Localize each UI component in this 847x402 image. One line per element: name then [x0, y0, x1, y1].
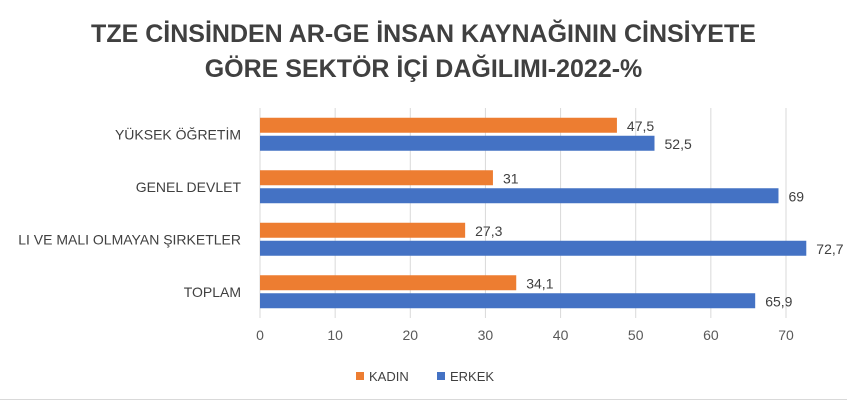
bar-kadin	[260, 222, 466, 238]
x-tick-label: 0	[256, 327, 264, 343]
chart-title-line-1: TZE CİNSİNDEN AR-GE İNSAN KAYNAĞININ CİN…	[91, 20, 756, 48]
chart-title-line-2: GÖRE SEKTÖR İÇİ DAĞILIMI-2022-%	[204, 55, 643, 83]
data-label-kadin: 31	[503, 170, 519, 186]
x-tick-label: 60	[703, 327, 719, 343]
category-label: GENEL DEVLET	[136, 179, 242, 195]
legend-label-erkek: ERKEK	[450, 369, 494, 384]
bar-erkek	[260, 293, 756, 309]
data-label-kadin: 34,1	[526, 275, 553, 291]
data-label-erkek: 65,9	[765, 293, 792, 309]
bar-kadin	[260, 275, 517, 291]
data-label-erkek: 52,5	[665, 136, 692, 152]
chart-border	[0, 399, 847, 400]
legend-swatch-erkek	[437, 372, 445, 380]
data-label-erkek: 69	[788, 188, 804, 204]
bar-erkek	[260, 240, 807, 256]
data-label-erkek: 72,7	[816, 241, 843, 257]
x-tick-label: 70	[778, 327, 794, 343]
bar-erkek	[260, 188, 779, 204]
legend-swatch-kadin	[356, 372, 364, 380]
x-tick-label: 30	[478, 327, 494, 343]
category-label: LI VE MALI OLMAYAN ŞIRKETLER	[18, 231, 241, 247]
x-tick-label: 10	[327, 327, 343, 343]
legend-label-kadin: KADIN	[369, 369, 409, 384]
bar-kadin	[260, 117, 617, 133]
x-tick-label: 20	[402, 327, 418, 343]
data-label-kadin: 47,5	[627, 118, 654, 134]
data-label-kadin: 27,3	[475, 223, 502, 239]
x-tick-label: 50	[628, 327, 644, 343]
x-tick-label: 40	[553, 327, 569, 343]
category-label: YÜKSEK ÖĞRETİM	[115, 125, 241, 142]
bar-kadin	[260, 170, 493, 186]
category-label: TOPLAM	[184, 284, 241, 300]
bar-erkek	[260, 135, 655, 151]
